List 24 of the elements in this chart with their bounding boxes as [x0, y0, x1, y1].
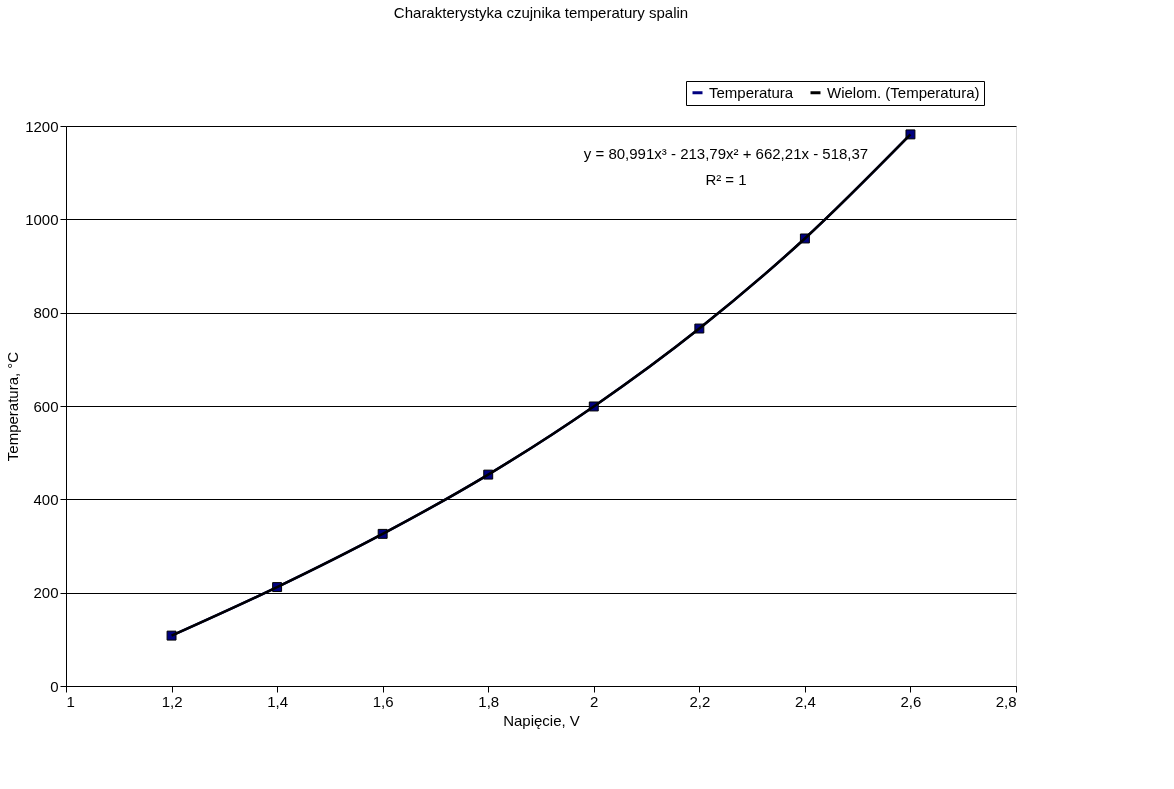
- y-tick-label: 400: [33, 490, 59, 508]
- x-tick-label: 2: [590, 692, 599, 710]
- y-tick-label: 0: [50, 677, 59, 695]
- y-tick-label: 1200: [25, 117, 59, 135]
- x-axis-title: Napięcie, V: [503, 711, 580, 729]
- y-tick-label: 1000: [25, 210, 59, 228]
- x-tick-label: 2,6: [900, 692, 922, 710]
- annotation: R² = 1: [705, 171, 747, 188]
- x-tick-label: 1,2: [161, 692, 183, 710]
- y-tick-label: 200: [33, 584, 59, 602]
- legend-label: Temperatura: [709, 83, 794, 101]
- x-tick-label: 2,4: [794, 692, 816, 710]
- x-tick-label: 1: [66, 692, 75, 710]
- chart-title: Charakterystyka czujnika temperatury spalin: [393, 3, 689, 21]
- x-tick-label: 1,4: [267, 692, 289, 710]
- x-tick-label: 2,2: [689, 692, 711, 710]
- y-tick-label: 600: [33, 397, 59, 415]
- x-tick-label: 1,6: [372, 692, 394, 710]
- y-axis-title: Temperatura, °C: [4, 351, 22, 462]
- x-tick-label: 2,8: [995, 692, 1017, 710]
- legend-label: Wielom. (Temperatura): [827, 83, 980, 101]
- y-tick-label: 800: [33, 304, 59, 322]
- annotation: y = 80,991x³ - 213,79x² + 662,21x - 518,37: [583, 145, 869, 162]
- x-tick-label: 1,8: [478, 692, 500, 710]
